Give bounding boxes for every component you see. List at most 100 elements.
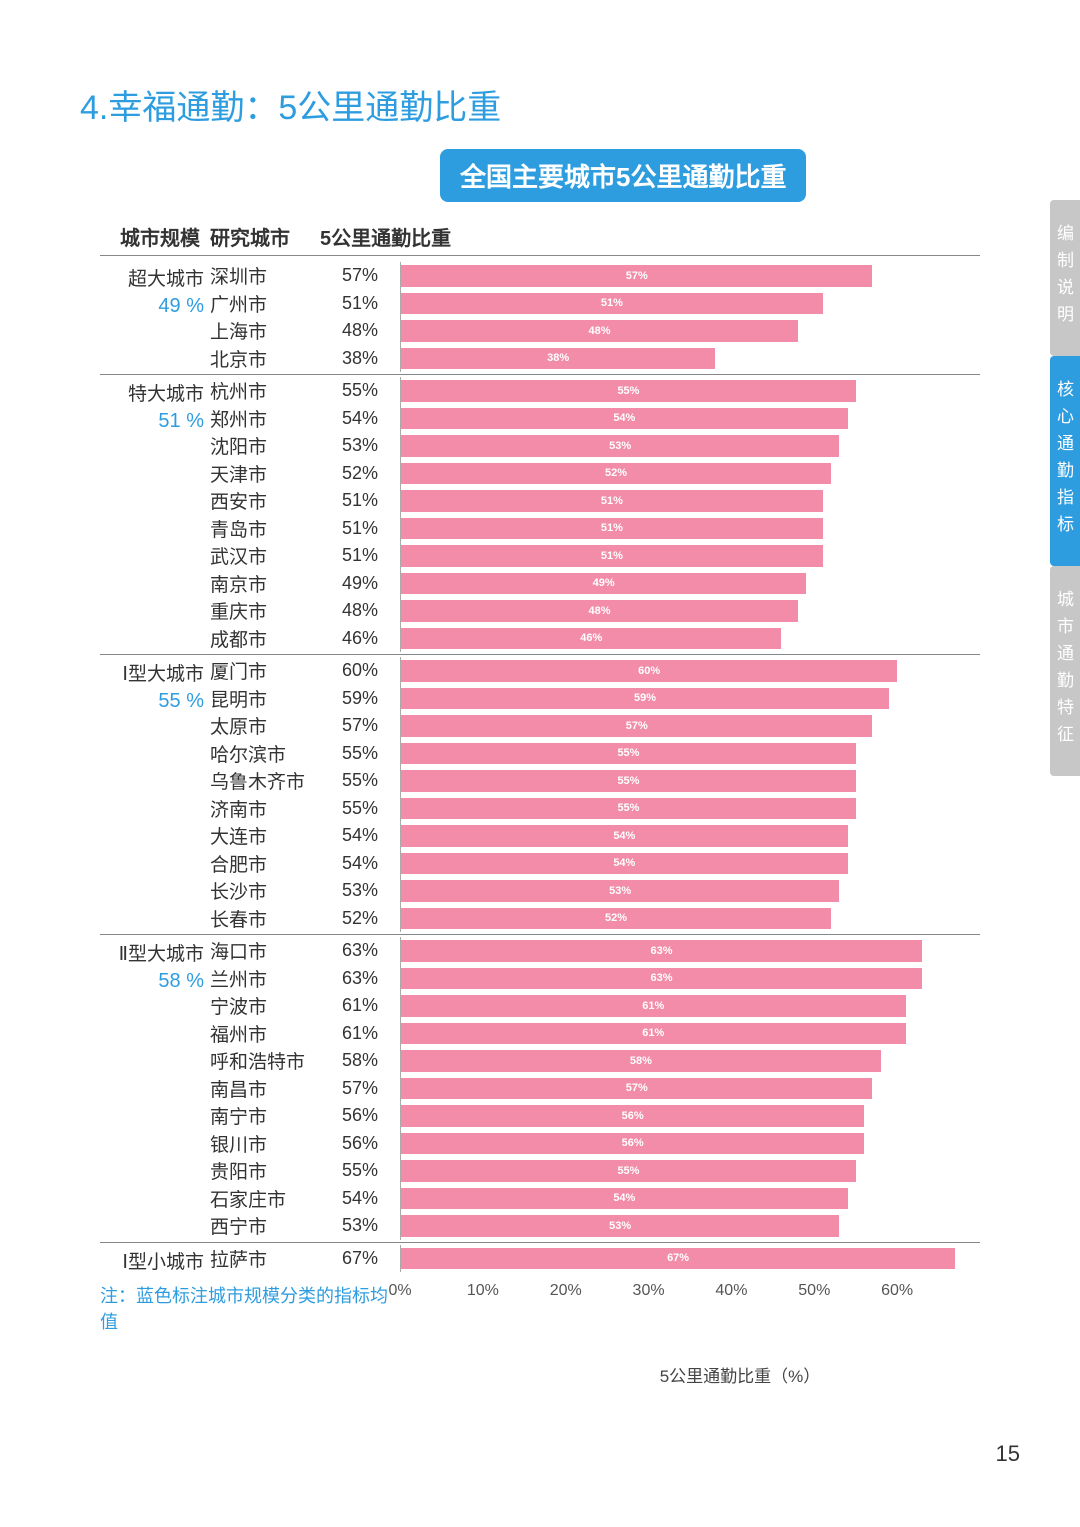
bar: 54% bbox=[401, 408, 848, 430]
bar-area: 63% bbox=[400, 937, 980, 965]
bar-area: 55% bbox=[400, 795, 980, 823]
city-name: 贵阳市 bbox=[210, 1157, 320, 1184]
bar: 56% bbox=[401, 1133, 864, 1155]
table-row: 重庆市48%48% bbox=[210, 597, 980, 625]
city-name: 长沙市 bbox=[210, 877, 320, 904]
city-name: 拉萨市 bbox=[210, 1245, 320, 1272]
value-label: 46% bbox=[320, 628, 400, 649]
subtitle-badge: 全国主要城市5公里通勤比重 bbox=[440, 149, 806, 202]
table-row: 济南市55%55% bbox=[210, 795, 980, 823]
bar: 54% bbox=[401, 853, 848, 875]
value-label: 51% bbox=[320, 293, 400, 314]
bar: 55% bbox=[401, 798, 856, 820]
city-name: 乌鲁木齐市 bbox=[210, 767, 320, 794]
bar-area: 53% bbox=[400, 1212, 980, 1240]
value-label: 57% bbox=[320, 265, 400, 286]
value-label: 48% bbox=[320, 600, 400, 621]
bar: 51% bbox=[401, 545, 823, 567]
bar-area: 55% bbox=[400, 767, 980, 795]
value-label: 53% bbox=[320, 435, 400, 456]
table-row: 哈尔滨市55%55% bbox=[210, 740, 980, 768]
table-row: 杭州市55%55% bbox=[210, 377, 980, 405]
bar: 59% bbox=[401, 688, 889, 710]
bar-area: 58% bbox=[400, 1047, 980, 1075]
city-name: 南宁市 bbox=[210, 1102, 320, 1129]
table-row: 兰州市63%63% bbox=[210, 965, 980, 993]
bar: 57% bbox=[401, 265, 872, 287]
table-row: 银川市56%56% bbox=[210, 1130, 980, 1158]
table-row: 海口市63%63% bbox=[210, 937, 980, 965]
city-name: 兰州市 bbox=[210, 965, 320, 992]
bar: 61% bbox=[401, 1023, 906, 1045]
group-label: 超大城市49 % bbox=[100, 262, 210, 318]
value-label: 63% bbox=[320, 968, 400, 989]
city-name: 上海市 bbox=[210, 317, 320, 344]
value-label: 54% bbox=[320, 853, 400, 874]
bar: 56% bbox=[401, 1105, 864, 1127]
value-label: 61% bbox=[320, 1023, 400, 1044]
bar-area: 51% bbox=[400, 515, 980, 543]
city-name: 长春市 bbox=[210, 905, 320, 932]
value-label: 53% bbox=[320, 1215, 400, 1236]
value-label: 55% bbox=[320, 1160, 400, 1181]
value-label: 54% bbox=[320, 1188, 400, 1209]
city-name: 济南市 bbox=[210, 795, 320, 822]
city-name: 西安市 bbox=[210, 487, 320, 514]
value-label: 53% bbox=[320, 880, 400, 901]
value-label: 67% bbox=[320, 1248, 400, 1269]
bar-area: 63% bbox=[400, 965, 980, 993]
bar-area: 55% bbox=[400, 1157, 980, 1185]
bar-area: 51% bbox=[400, 290, 980, 318]
value-label: 57% bbox=[320, 715, 400, 736]
table-row: 西安市51%51% bbox=[210, 487, 980, 515]
value-label: 56% bbox=[320, 1133, 400, 1154]
side-tab[interactable]: 核心通勤指标 bbox=[1050, 356, 1080, 566]
side-tab[interactable]: 城市通勤特征 bbox=[1050, 566, 1080, 776]
city-name: 成都市 bbox=[210, 625, 320, 652]
city-name: 南京市 bbox=[210, 570, 320, 597]
value-label: 55% bbox=[320, 798, 400, 819]
table-row: 呼和浩特市58%58% bbox=[210, 1047, 980, 1075]
value-label: 48% bbox=[320, 320, 400, 341]
table-row: 上海市48%48% bbox=[210, 317, 980, 345]
city-name: 天津市 bbox=[210, 460, 320, 487]
scale-name: Ⅰ型小城市 bbox=[100, 1247, 204, 1274]
scale-avg: 55 % bbox=[100, 690, 204, 713]
city-name: 太原市 bbox=[210, 712, 320, 739]
bar-area: 48% bbox=[400, 597, 980, 625]
value-label: 55% bbox=[320, 380, 400, 401]
header-scale: 城市规模 bbox=[100, 222, 210, 251]
city-scale-group: 超大城市49 %深圳市57%57%广州市51%51%上海市48%48%北京市38… bbox=[100, 260, 980, 375]
axis-tick: 50% bbox=[798, 1282, 830, 1300]
bar: 55% bbox=[401, 743, 856, 765]
axis-tick: 20% bbox=[550, 1282, 582, 1300]
city-name: 昆明市 bbox=[210, 685, 320, 712]
city-name: 呼和浩特市 bbox=[210, 1047, 320, 1074]
bar-area: 57% bbox=[400, 262, 980, 290]
value-label: 59% bbox=[320, 688, 400, 709]
axis-tick: 0% bbox=[388, 1282, 411, 1300]
bar: 54% bbox=[401, 825, 848, 847]
table-row: 厦门市60%60% bbox=[210, 657, 980, 685]
bar-area: 56% bbox=[400, 1102, 980, 1130]
bar-area: 52% bbox=[400, 905, 980, 933]
table-row: 青岛市51%51% bbox=[210, 515, 980, 543]
bar: 53% bbox=[401, 1215, 839, 1237]
bar-area: 46% bbox=[400, 625, 980, 653]
bar: 54% bbox=[401, 1188, 848, 1210]
bar: 55% bbox=[401, 770, 856, 792]
city-name: 深圳市 bbox=[210, 262, 320, 289]
value-label: 51% bbox=[320, 518, 400, 539]
group-label: Ⅱ型大城市58 % bbox=[100, 937, 210, 993]
scale-name: Ⅱ型大城市 bbox=[100, 939, 204, 966]
bar-area: 60% bbox=[400, 657, 980, 685]
side-tab[interactable]: 编制说明 bbox=[1050, 200, 1080, 356]
city-name: 银川市 bbox=[210, 1130, 320, 1157]
value-label: 58% bbox=[320, 1050, 400, 1071]
table-row: 拉萨市67%67% bbox=[210, 1245, 980, 1273]
table-row: 长春市52%52% bbox=[210, 905, 980, 933]
header-city: 研究城市 bbox=[210, 222, 320, 251]
bar: 49% bbox=[401, 573, 806, 595]
bar: 53% bbox=[401, 880, 839, 902]
city-scale-group: 特大城市51 %杭州市55%55%郑州市54%54%沈阳市53%53%天津市52… bbox=[100, 375, 980, 655]
